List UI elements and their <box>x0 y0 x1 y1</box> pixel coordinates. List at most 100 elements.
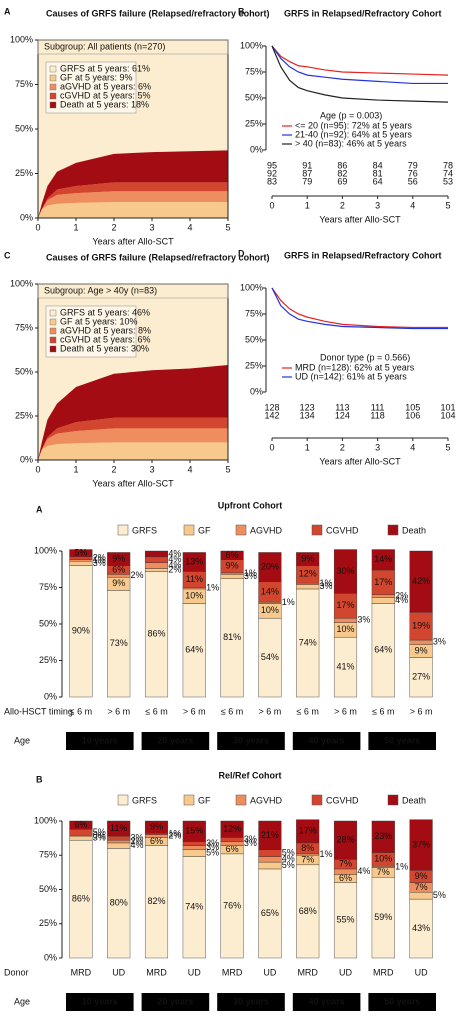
x-tick-label: > 6 m <box>259 706 282 716</box>
value-label: 4% <box>395 595 408 605</box>
value-label: 7% <box>301 854 314 864</box>
value-label: 41% <box>336 661 354 671</box>
survival-line <box>271 45 449 103</box>
y-tick-label: 0% <box>44 952 57 962</box>
stacked-area <box>38 442 228 460</box>
y-tick-label: 75% <box>245 66 263 76</box>
bar-segment <box>333 868 358 875</box>
x-tick-label: MRD <box>297 967 318 977</box>
value-label: 1% <box>244 568 257 578</box>
value-label: 7% <box>339 859 352 869</box>
legend-box <box>45 305 137 358</box>
value-label: 11% <box>110 823 127 833</box>
bar-segment <box>409 892 433 900</box>
panel-letter: D <box>238 248 245 258</box>
value-label: 12% <box>223 824 241 834</box>
legend-swatch <box>311 794 323 806</box>
value-label: 20% <box>261 561 279 571</box>
y-tick-label: 0% <box>44 691 57 701</box>
y-tick-label: 75% <box>15 322 33 332</box>
at-risk-count: 142 <box>264 410 279 420</box>
group-box <box>368 732 436 750</box>
value-label: 9% <box>226 561 239 571</box>
bar-segment <box>107 835 131 841</box>
legend-label: <= 20 (n=95): 72% at 5 years <box>295 120 412 130</box>
legend-label: GF at 5 years: 9% <box>60 72 133 82</box>
value-label: 4% <box>282 854 295 864</box>
bar-segment <box>182 849 206 857</box>
value-label: 17% <box>299 826 317 836</box>
y-tick-label: 25% <box>39 655 57 665</box>
stacked-area <box>38 364 228 460</box>
x-tick-label: 5 <box>225 222 230 232</box>
legend-swatch <box>235 524 247 536</box>
bar-segment <box>333 820 358 860</box>
value-label: 86% <box>72 893 90 903</box>
bar-segment <box>296 582 320 585</box>
group-axis-label: Age <box>14 735 30 745</box>
bar-segment <box>296 819 320 844</box>
chart-title: Causes of GRFS failure (Relapsed/refract… <box>46 8 270 18</box>
x-tick-label: 0 <box>269 442 274 452</box>
bar-segment <box>69 820 93 830</box>
legend-swatch <box>49 345 57 353</box>
bar-segment <box>107 820 131 837</box>
legend-label: Death at 5 years: 18% <box>60 99 149 109</box>
bar-segment <box>107 842 131 849</box>
x-tick-label: 1 <box>305 200 310 210</box>
legend-label: Death <box>402 795 426 805</box>
group-axis-label: Age <box>14 996 30 1006</box>
bar-segment <box>220 837 244 842</box>
x-tick-label: UD <box>339 967 352 977</box>
group-label: 20 years <box>157 996 193 1006</box>
x-tick-label: 0 <box>269 200 274 210</box>
legend-swatch <box>49 65 57 73</box>
bar-segment <box>69 561 93 566</box>
value-label: 43% <box>412 923 430 933</box>
at-risk-count: 53 <box>443 176 453 186</box>
y-tick-label: 25% <box>15 410 33 420</box>
value-label: 2% <box>168 830 181 840</box>
x-tick-label: UD <box>188 967 201 977</box>
x-tick-label: 3 <box>149 464 154 474</box>
y-tick-label: 75% <box>39 850 57 860</box>
value-label: 90% <box>72 626 90 636</box>
value-label: 65% <box>261 908 279 918</box>
value-label: 2% <box>131 570 144 580</box>
legend-label: GRFS at 5 years: 46% <box>60 307 150 317</box>
x-tick-label: 4 <box>187 222 192 232</box>
survival-line <box>271 45 449 76</box>
bar-segment <box>69 559 93 562</box>
bar-segment <box>371 866 395 868</box>
value-label: 6% <box>226 550 239 560</box>
category-axis-label: Allo-HSCT timing <box>4 706 73 716</box>
legend-swatch <box>49 318 57 326</box>
value-label: 15% <box>185 826 203 836</box>
at-risk-count: 104 <box>440 410 455 420</box>
value-label: 1% <box>395 861 408 871</box>
legend-label: cGVHD at 5 years: 6% <box>60 334 151 344</box>
y-tick-label: 0% <box>250 144 263 154</box>
x-tick-label: > 6 m <box>107 706 130 716</box>
legend-label: GF <box>198 795 211 805</box>
y-tick-label: 75% <box>245 308 263 318</box>
value-label: 1% <box>168 828 181 838</box>
value-label: 5% <box>206 848 219 858</box>
at-risk-count: 124 <box>335 410 350 420</box>
legend-swatch <box>387 524 399 536</box>
x-tick-label: 2 <box>111 464 116 474</box>
value-label: 13% <box>185 556 203 566</box>
at-risk-count: 128 <box>264 402 279 412</box>
y-tick-label: 100% <box>240 40 263 50</box>
value-label: 3% <box>206 842 219 852</box>
bar-segment <box>371 820 395 853</box>
value-label: 64% <box>374 645 392 655</box>
x-tick-label: 5 <box>445 200 450 210</box>
bar-segment <box>220 820 244 838</box>
bar-segment <box>144 562 169 569</box>
value-label: 3% <box>244 838 257 848</box>
bar-segment <box>371 594 395 598</box>
at-risk-count: 118 <box>370 410 384 420</box>
legend-label: GRFS at 5 years: 61% <box>60 63 150 73</box>
value-label: 21% <box>261 830 279 840</box>
